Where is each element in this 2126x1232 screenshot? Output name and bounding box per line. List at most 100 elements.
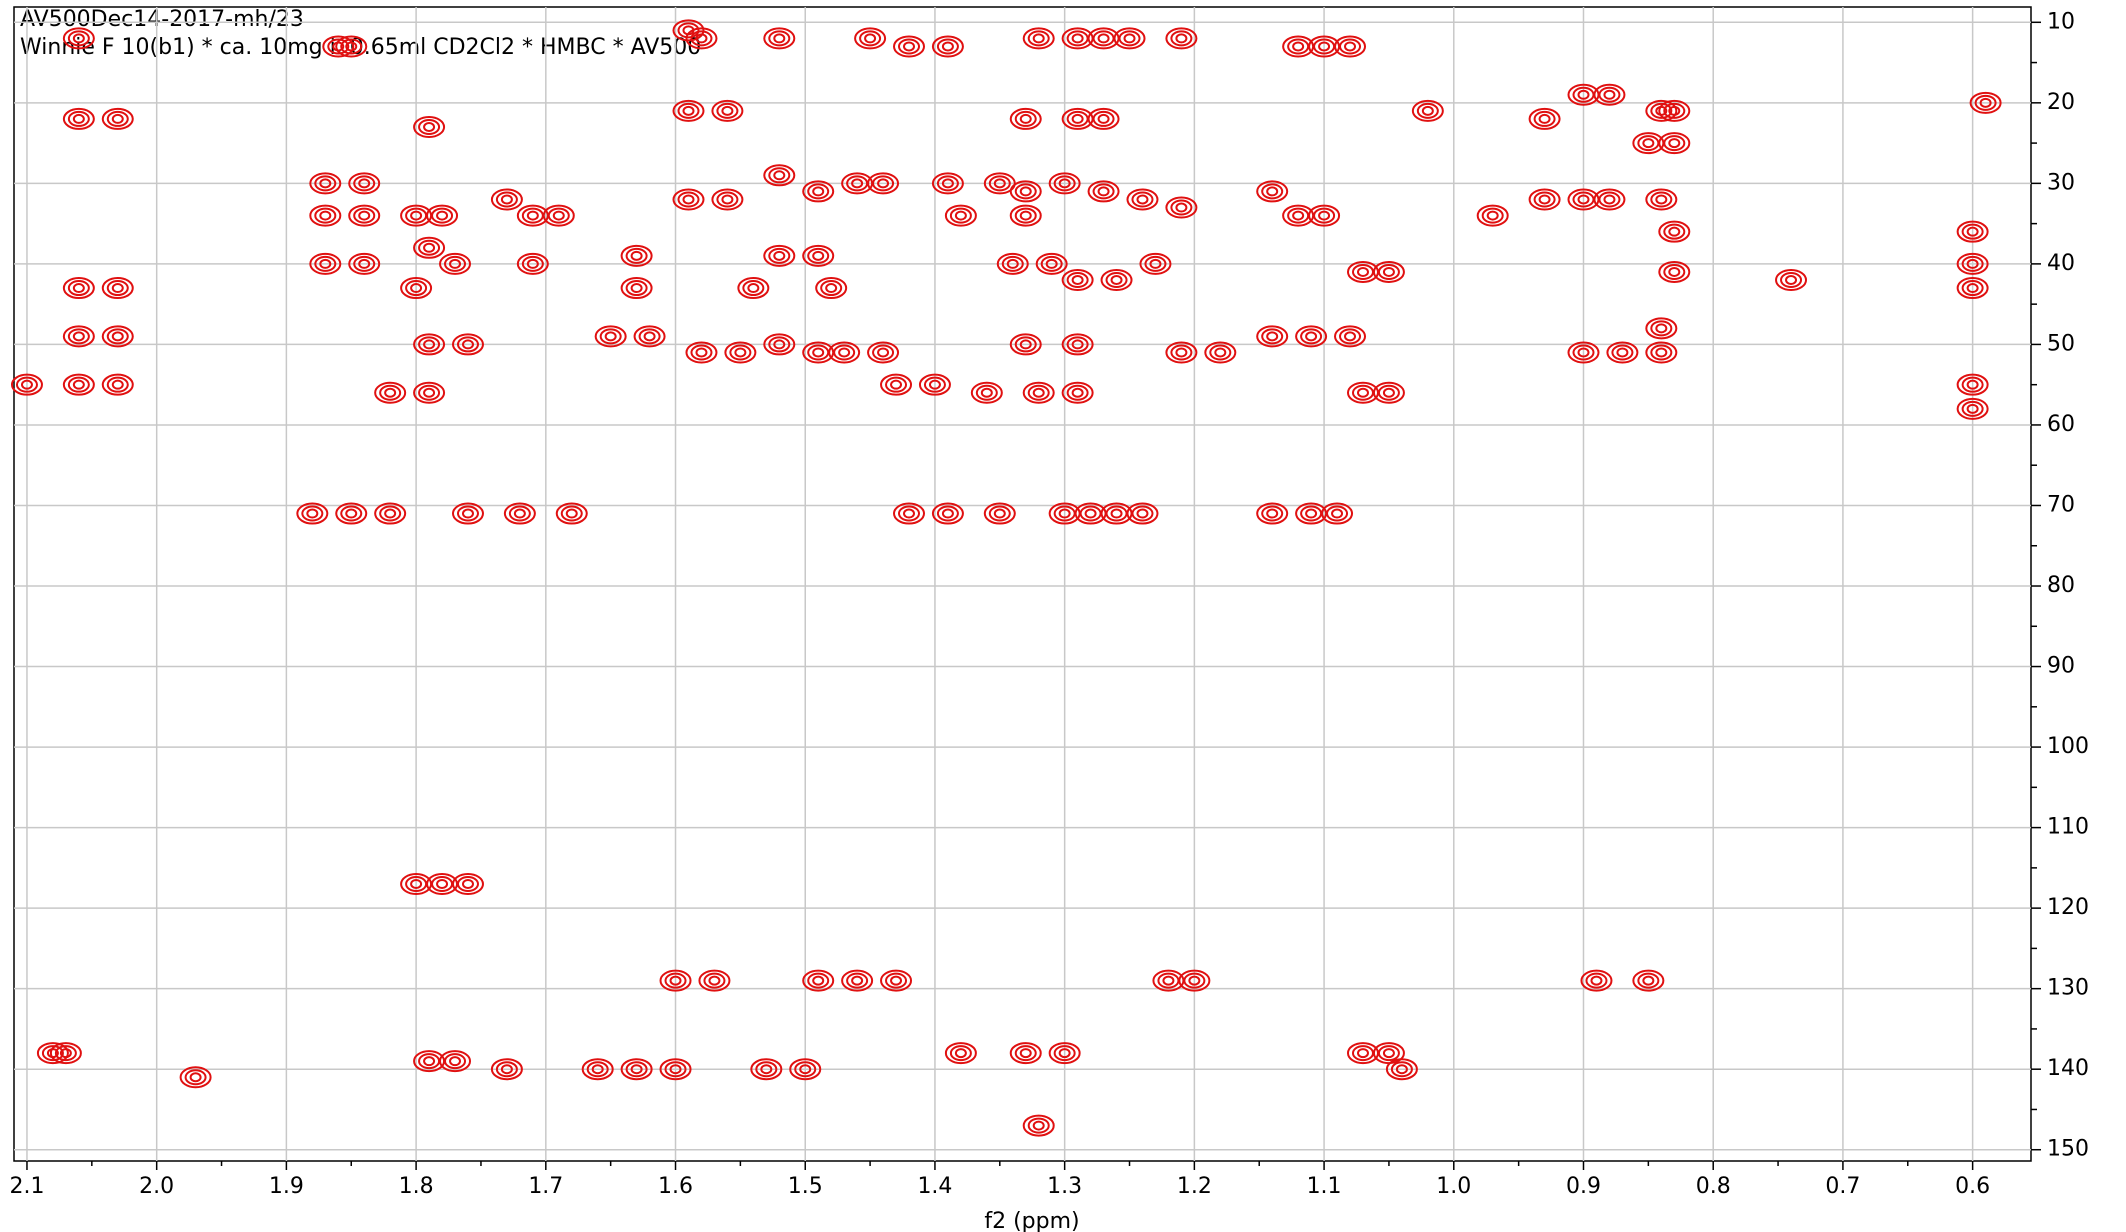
contour-line <box>309 172 342 195</box>
contour-line <box>721 105 734 116</box>
contour-line <box>552 210 565 221</box>
contour-line <box>664 972 687 989</box>
contour-line <box>423 387 436 398</box>
y-tick-label: 70 <box>2047 492 2075 517</box>
contour-line <box>1261 328 1284 345</box>
contour-line <box>944 1042 977 1065</box>
contour-line <box>1053 175 1076 192</box>
x-tick-label: 1.3 <box>1047 1174 1082 1199</box>
contour-line <box>1123 33 1136 44</box>
contour-line <box>747 283 760 294</box>
contour-line <box>335 502 368 525</box>
cross-peak <box>101 325 134 348</box>
cross-peak <box>659 1058 692 1081</box>
contour-line <box>72 113 85 124</box>
contour-line <box>721 194 734 205</box>
cross-peak <box>1956 373 1989 396</box>
cross-peak <box>101 277 134 300</box>
contour-line <box>1598 191 1621 208</box>
cross-peak <box>413 115 446 138</box>
contour-line <box>1658 260 1691 283</box>
contour-line <box>742 280 765 297</box>
cross-peak <box>802 180 835 203</box>
contour-line <box>1061 381 1094 404</box>
cross-peak <box>1256 325 1289 348</box>
contour-line <box>1593 83 1626 106</box>
cross-peak <box>1009 204 1042 227</box>
cross-peak <box>763 333 796 356</box>
x-tick-label: 1.5 <box>788 1174 823 1199</box>
contour-line <box>353 207 376 224</box>
contour-line <box>620 277 653 300</box>
contour-line <box>734 347 747 358</box>
contour-line <box>1966 226 1979 237</box>
contour-line <box>1979 97 1992 108</box>
contour-line <box>1533 191 1556 208</box>
contour-line <box>851 178 864 189</box>
contour-line <box>106 280 129 297</box>
contour-line <box>1663 223 1686 240</box>
cross-peak <box>36 1042 69 1065</box>
contour-line <box>630 283 643 294</box>
contour-line <box>599 328 622 345</box>
contour-line <box>885 376 908 393</box>
contour-line <box>1014 110 1037 127</box>
contour-line <box>542 204 575 227</box>
contour-line <box>436 210 449 221</box>
contour-line <box>500 194 513 205</box>
contour-line <box>495 191 518 208</box>
cross-peak <box>867 341 900 364</box>
contour-line <box>565 508 578 519</box>
contour-line <box>436 878 449 889</box>
contour-line <box>682 105 695 116</box>
cross-peak <box>101 107 134 130</box>
cross-peak <box>451 872 484 895</box>
contour-line <box>449 1056 462 1067</box>
cross-peak <box>1022 1114 1055 1137</box>
contour-line <box>1382 266 1395 277</box>
contour-line <box>1326 505 1349 522</box>
contour-line <box>1084 508 1097 519</box>
contour-line <box>301 505 324 522</box>
cross-peak <box>1048 1042 1081 1065</box>
contour-line <box>1572 344 1595 361</box>
contour-line <box>500 1064 513 1075</box>
cross-peak <box>1606 341 1639 364</box>
contour-line <box>1390 1061 1413 1078</box>
contour-line <box>763 164 796 187</box>
contour-line <box>1256 502 1289 525</box>
contour-line <box>1175 347 1188 358</box>
contour-line <box>1032 387 1045 398</box>
contour-line <box>802 244 835 267</box>
contour-line <box>643 331 656 342</box>
contour-line <box>72 283 85 294</box>
cross-peak <box>880 373 913 396</box>
contour-line <box>1092 110 1115 127</box>
contour-line <box>1780 271 1803 288</box>
contour-line <box>1961 255 1984 272</box>
cross-peak <box>374 502 407 525</box>
cross-peak <box>931 172 964 195</box>
contour-line <box>949 1045 972 1062</box>
contour-line <box>877 347 890 358</box>
contour-line <box>625 247 648 264</box>
contour-line <box>62 277 95 300</box>
contour-line <box>711 188 744 211</box>
cross-peak <box>698 969 731 992</box>
cross-peak <box>828 341 861 364</box>
contour-line <box>41 1045 64 1062</box>
contour-line <box>1295 325 1328 348</box>
contour-line <box>374 502 407 525</box>
cross-peak <box>413 333 446 356</box>
y-tick-label: 150 <box>2047 1137 2089 1162</box>
contour-line <box>903 41 916 52</box>
contour-line <box>669 975 682 986</box>
cross-peak <box>1061 333 1094 356</box>
contour-line <box>1603 194 1616 205</box>
contour-line <box>828 341 861 364</box>
contour-line <box>1009 204 1042 227</box>
contour-line <box>1100 268 1133 291</box>
contour-line <box>62 107 95 130</box>
contour-line <box>807 247 830 264</box>
